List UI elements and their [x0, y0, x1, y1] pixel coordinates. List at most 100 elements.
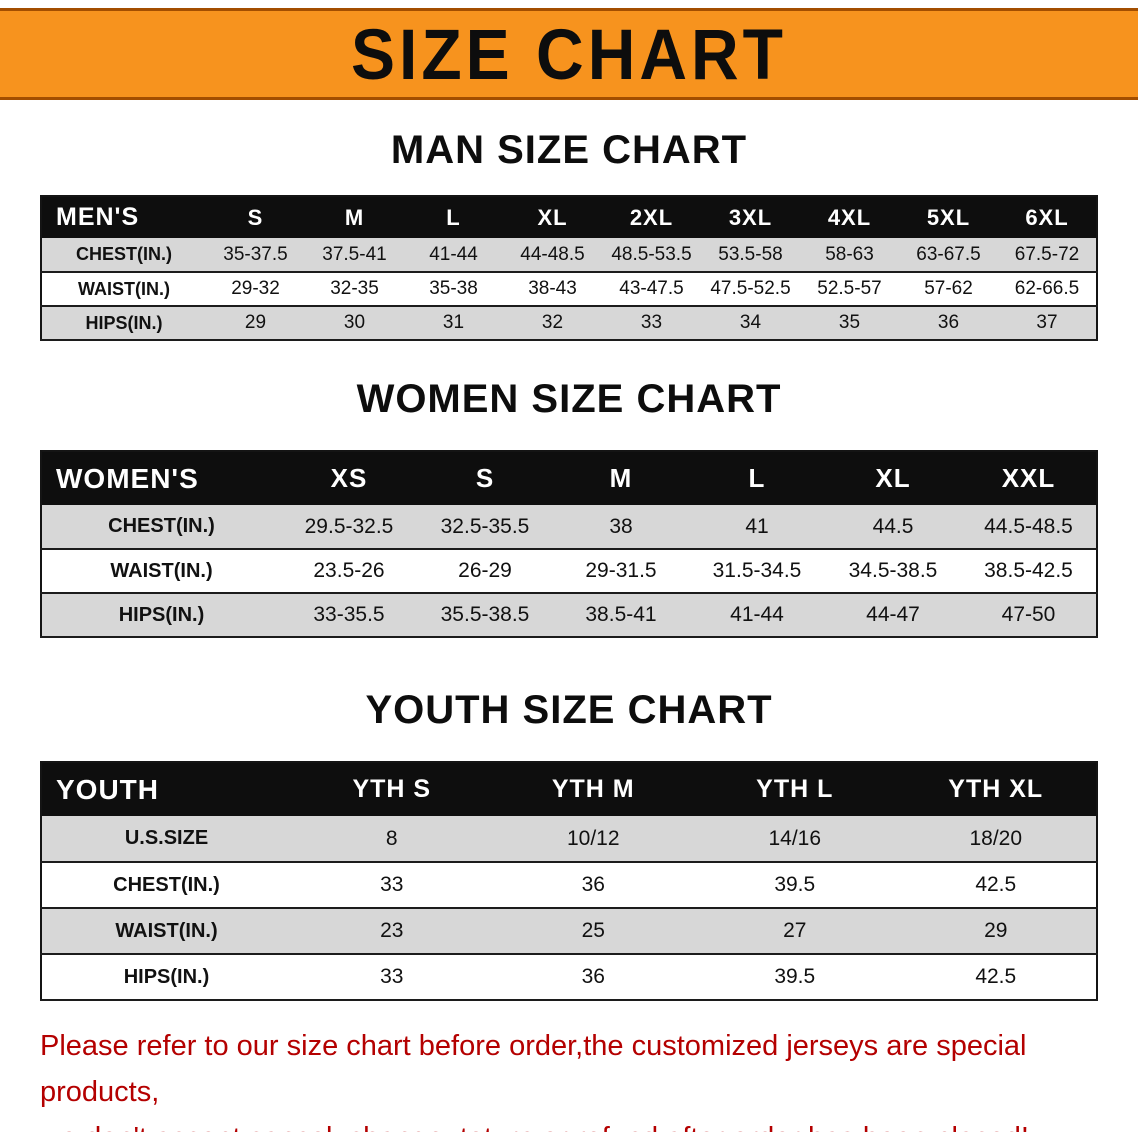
- size-value-cell: 39.5: [774, 873, 816, 896]
- women-corner-label: WOMEN'S: [56, 462, 199, 494]
- size-value-cell: 47.5-52.5: [710, 278, 791, 299]
- size-value-cell: 23.5-26: [313, 559, 385, 582]
- table-row: HIPS(IN.) 33-35.5 35.5-38.5 38.5-41 41-44 44-…: [41, 593, 1097, 637]
- size-value-cell: 29.5-32.5: [304, 514, 394, 538]
- size-value-cell: 33: [380, 873, 404, 896]
- table-row: CHEST(IN.) 29.5-32.5 32.5-35.5 38 41 44.5 44.5…: [41, 505, 1097, 549]
- men-size-table: MEN'S S M L XL 2XL 3XL 4XL 5XL 6XL CHEST(IN.) 35-37…: [40, 195, 1098, 341]
- size-value-cell: 44.5-48.5: [984, 514, 1073, 538]
- size-column-header: YTH L: [756, 775, 834, 803]
- size-chart-banner: SIZE CHART: [0, 8, 1138, 100]
- table-row: WAIST(IN.) 23 25 27 29: [41, 908, 1097, 954]
- man-section-heading: MAN SIZE CHART: [390, 128, 748, 172]
- women-header-row: WOMEN'S XS S M L XL XXL: [41, 451, 1097, 505]
- size-value-cell: 34.5-38.5: [848, 559, 938, 582]
- size-value-cell: 26-29: [458, 559, 512, 582]
- size-value-cell: 29-32: [231, 278, 280, 299]
- size-value-cell: 29: [984, 919, 1008, 942]
- size-value-cell: 43-47.5: [619, 278, 684, 299]
- size-column-header: L: [446, 204, 461, 230]
- row-label: U.S.SIZE: [124, 827, 209, 849]
- banner-title: SIZE CHART: [351, 14, 787, 94]
- size-column-header: 3XL: [728, 204, 773, 230]
- table-row: WAIST(IN.) 29-32 32-35 35-38 38-43 43-47.5 47.…: [41, 272, 1097, 306]
- row-label: HIPS(IN.): [123, 965, 210, 988]
- size-value-cell: 58-63: [825, 243, 874, 265]
- size-value-cell: 31.5-34.5: [712, 559, 802, 582]
- size-value-cell: 53.5-58: [718, 243, 783, 265]
- size-value-cell: 37: [1036, 312, 1058, 333]
- size-value-cell: 41-44: [429, 243, 478, 265]
- size-value-cell: 36: [581, 873, 605, 896]
- row-label: HIPS(IN.): [118, 603, 205, 626]
- size-column-header: L: [748, 463, 766, 493]
- size-value-cell: 35-37.5: [223, 243, 288, 265]
- man-header-row: MEN'S S M L XL 2XL 3XL 4XL 5XL 6XL: [41, 196, 1097, 238]
- size-column-header: 2XL: [629, 204, 674, 230]
- size-value-cell: 31: [442, 312, 465, 333]
- youth-section-heading: YOUTH SIZE CHART: [365, 688, 773, 732]
- size-column-header: XL: [537, 204, 568, 230]
- size-column-header: S: [247, 204, 264, 230]
- size-value-cell: 41: [745, 514, 769, 538]
- size-value-cell: 42.5: [975, 873, 1017, 896]
- size-column-header: YTH XL: [948, 775, 1044, 803]
- size-value-cell: 57-62: [924, 278, 973, 299]
- size-column-header: M: [609, 463, 633, 493]
- size-value-cell: 38: [609, 514, 633, 538]
- size-value-cell: 44-48.5: [520, 243, 585, 265]
- size-value-cell: 33-35.5: [313, 603, 385, 626]
- size-column-header: 6XL: [1025, 204, 1069, 230]
- size-value-cell: 35: [838, 312, 861, 333]
- size-column-header: XS: [330, 463, 368, 493]
- size-value-cell: 36: [581, 965, 605, 988]
- disclaimer: Please refer to our size chart before or…: [40, 1023, 1138, 1132]
- size-value-cell: 23: [380, 919, 404, 942]
- size-value-cell: 39.5: [774, 965, 816, 988]
- disclaimer-line: Please refer to our size chart before or…: [40, 1030, 1027, 1108]
- table-row: HIPS(IN.) 33 36 39.5 42.5: [41, 954, 1097, 1000]
- youth-size-table: YOUTH YTH S YTH M YTH L YTH XL U.S.SIZE 8 10/12…: [40, 761, 1098, 1001]
- row-label: HIPS(IN.): [85, 312, 163, 333]
- table-row: WAIST(IN.) 23.5-26 26-29 29-31.5 31.5-34.5 34…: [41, 549, 1097, 593]
- size-value-cell: 42.5: [975, 965, 1017, 988]
- disclaimer-line: we don't accept cancel, change, teturn o…: [40, 1115, 1138, 1132]
- man-corner-label: MEN'S: [56, 203, 140, 231]
- row-label: CHEST(IN.): [76, 244, 172, 264]
- size-value-cell: 67.5-72: [1014, 243, 1080, 265]
- size-value-cell: 32: [541, 312, 564, 333]
- table-row: CHEST(IN.) 33 36 39.5 42.5: [41, 862, 1097, 908]
- size-value-cell: 14/16: [768, 826, 822, 850]
- women-section-heading: WOMEN SIZE CHART: [356, 377, 782, 421]
- size-value-cell: 29: [244, 312, 267, 333]
- size-value-cell: 38.5-42.5: [984, 559, 1073, 582]
- row-label: WAIST(IN.): [78, 278, 170, 299]
- size-value-cell: 18/20: [969, 826, 1023, 850]
- size-column-header: XXL: [1001, 463, 1056, 493]
- size-value-cell: 37.5-41: [322, 243, 387, 265]
- size-value-cell: 27: [783, 919, 807, 942]
- size-column-header: S: [475, 463, 495, 493]
- size-value-cell: 8: [385, 826, 398, 850]
- size-value-cell: 41-44: [730, 603, 784, 626]
- row-label: WAIST(IN.): [110, 559, 213, 582]
- size-column-header: 4XL: [827, 204, 872, 230]
- size-value-cell: 35.5-38.5: [440, 603, 530, 626]
- table-row: CHEST(IN.) 35-37.5 37.5-41 41-44 44-48.5 48.5…: [41, 238, 1097, 272]
- size-value-cell: 32-35: [330, 278, 379, 299]
- table-row: U.S.SIZE 8 10/12 14/16 18/20: [41, 816, 1097, 862]
- size-value-cell: 30: [343, 312, 366, 333]
- youth-corner-label: YOUTH: [56, 773, 159, 805]
- size-value-cell: 25: [581, 919, 605, 942]
- size-value-cell: 47-50: [1001, 603, 1056, 626]
- row-label: CHEST(IN.): [108, 515, 215, 537]
- row-label: WAIST(IN.): [115, 919, 218, 942]
- size-value-cell: 32.5-35.5: [440, 514, 530, 538]
- size-column-header: YTH S: [352, 775, 432, 803]
- youth-header-row: YOUTH YTH S YTH M YTH L YTH XL: [41, 762, 1097, 816]
- size-value-cell: 38.5-41: [585, 603, 657, 626]
- size-column-header: 5XL: [926, 204, 971, 230]
- size-column-header: M: [344, 204, 365, 230]
- size-value-cell: 63-67.5: [916, 243, 981, 265]
